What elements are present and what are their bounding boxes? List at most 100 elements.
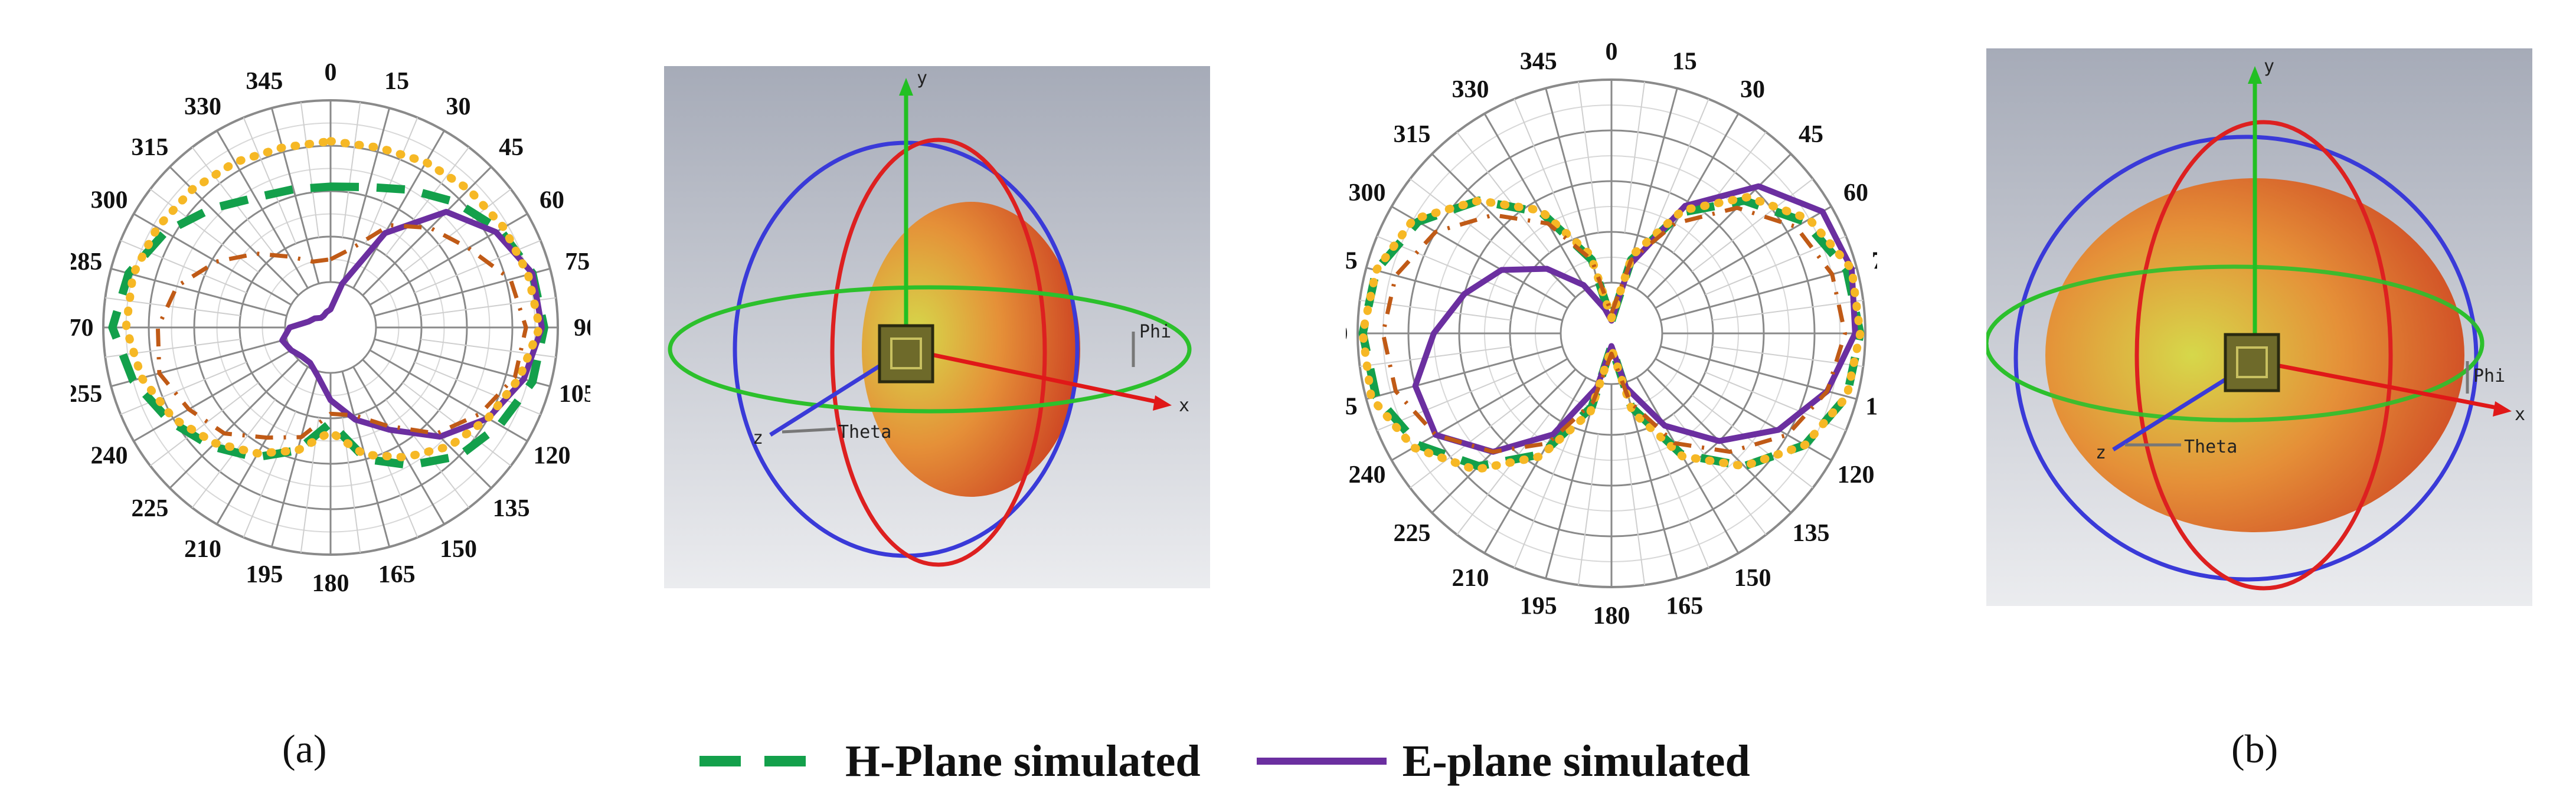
angle-tick-label: 210	[1452, 565, 1489, 592]
x-label: x	[1179, 395, 1189, 416]
angle-tick-label: 0	[1606, 38, 1618, 65]
antenna-slot	[2236, 346, 2268, 378]
angle-tick-label: 240	[1349, 461, 1386, 489]
angle-tick-label: 315	[131, 134, 168, 161]
grid-spoke	[1624, 81, 1646, 233]
grid-spoke	[243, 117, 296, 244]
angle-tick-label: 135	[493, 495, 530, 522]
grid-ring	[1560, 281, 1663, 385]
y-label: y	[2264, 56, 2274, 77]
grid-spoke	[341, 371, 391, 548]
panel-label-b: (b)	[2231, 726, 2278, 771]
polar-chart-b: 0153045607590105120135150165180195210225…	[1346, 0, 1877, 649]
grid-spoke	[1624, 434, 1646, 585]
x-axis	[2254, 359, 2500, 411]
angle-tick-label: 0	[325, 59, 337, 86]
series-line-dashdot	[155, 223, 528, 440]
angle-tick-label: 255	[1346, 394, 1358, 421]
grid-spoke	[1636, 113, 1740, 290]
grid-spoke	[369, 349, 528, 442]
grid-spoke	[1410, 178, 1532, 273]
y-axis-arrow	[899, 78, 913, 96]
grid-spoke	[133, 349, 292, 442]
red-circle	[2134, 120, 2393, 591]
radiation-lobe	[862, 202, 1080, 497]
grid-spoke	[402, 188, 512, 273]
series-line-dotted	[122, 137, 544, 462]
y-label: y	[917, 68, 927, 89]
radiation-render-b: y x z Theta Phi	[1986, 48, 2532, 606]
antenna-patch	[878, 324, 934, 384]
angle-tick-label: 135	[1792, 520, 1829, 547]
antenna-slot	[890, 338, 922, 369]
grid-spoke	[216, 366, 309, 525]
angle-tick-label: 120	[533, 443, 570, 470]
grid-spoke	[341, 107, 391, 284]
grid-spoke	[1366, 345, 1563, 400]
angle-tick-label: 195	[246, 561, 283, 588]
angle-tick-label: 105	[1865, 394, 1877, 421]
grid-spoke	[1431, 368, 1577, 514]
angle-tick-label: 330	[1452, 76, 1489, 103]
phi-label: Phi	[2473, 366, 2505, 386]
z-label: z	[753, 428, 763, 448]
angle-tick-label: 30	[446, 93, 471, 120]
angle-tick-label: 330	[184, 93, 221, 120]
grid-spoke	[1577, 434, 1599, 585]
grid-spoke	[120, 240, 247, 293]
x-label: x	[2515, 404, 2525, 425]
angle-tick-label: 195	[1520, 593, 1557, 620]
grid-spoke	[1513, 427, 1574, 568]
grid-spoke	[385, 146, 470, 256]
angle-tick-label: 15	[384, 68, 409, 95]
grid-spoke	[169, 166, 299, 296]
y-axis-arrow	[2248, 66, 2262, 84]
theta-label: Theta	[838, 422, 891, 443]
angle-tick-label: 75	[1872, 247, 1877, 274]
grid-spoke	[1691, 394, 1813, 489]
angle-tick-label: 180	[1593, 602, 1630, 630]
grid-spoke	[1649, 427, 1709, 568]
angle-tick-label: 45	[1799, 121, 1823, 148]
angle-tick-label: 225	[131, 495, 168, 522]
grid-spoke	[1623, 382, 1678, 579]
green-circle	[1986, 264, 2485, 422]
radiation-render-a: y x z Theta Phi	[664, 66, 1210, 588]
x-axis	[905, 347, 1160, 405]
grid-spoke	[1646, 153, 1792, 299]
panel-label-a: (a)	[282, 726, 327, 771]
x-axis-arrow	[1153, 395, 1172, 411]
legend-swatch-solid	[1256, 758, 1387, 765]
phi-label: Phi	[1139, 322, 1171, 342]
angle-tick-label: 30	[1740, 76, 1765, 103]
angle-tick-label: 180	[312, 570, 349, 597]
grid-spoke	[169, 359, 299, 489]
angle-tick-label: 120	[1837, 461, 1874, 489]
grid-spoke	[352, 130, 445, 289]
grid-spoke	[1513, 99, 1574, 240]
grid-spoke	[133, 213, 292, 306]
grid-spoke	[1649, 99, 1709, 240]
legend-swatch-dashed	[699, 756, 829, 766]
grid-spoke	[1483, 113, 1587, 290]
angle-tick-label: 255	[71, 381, 102, 408]
grid-spoke	[1660, 267, 1857, 322]
angle-tick-label: 60	[540, 187, 564, 214]
green-circle	[668, 285, 1192, 414]
red-circle	[830, 137, 1047, 567]
angle-tick-label: 165	[378, 561, 416, 588]
grid-spoke	[1655, 205, 1832, 309]
legend-label-e-plane: E-plane simulated	[1402, 736, 1750, 786]
grid-spoke	[149, 382, 259, 467]
series-line-solid	[279, 209, 545, 440]
grid-spoke	[120, 362, 247, 415]
grid-spoke	[362, 166, 492, 296]
angle-tick-label: 240	[91, 443, 128, 470]
angle-tick-label: 270	[71, 314, 94, 342]
grid-spoke	[342, 102, 361, 238]
series-line-dotted	[1358, 192, 1865, 474]
grid-spoke	[1712, 299, 1864, 321]
legend-item-e-plane: E-plane simulated	[1254, 736, 1750, 787]
grid-spoke	[352, 366, 445, 525]
